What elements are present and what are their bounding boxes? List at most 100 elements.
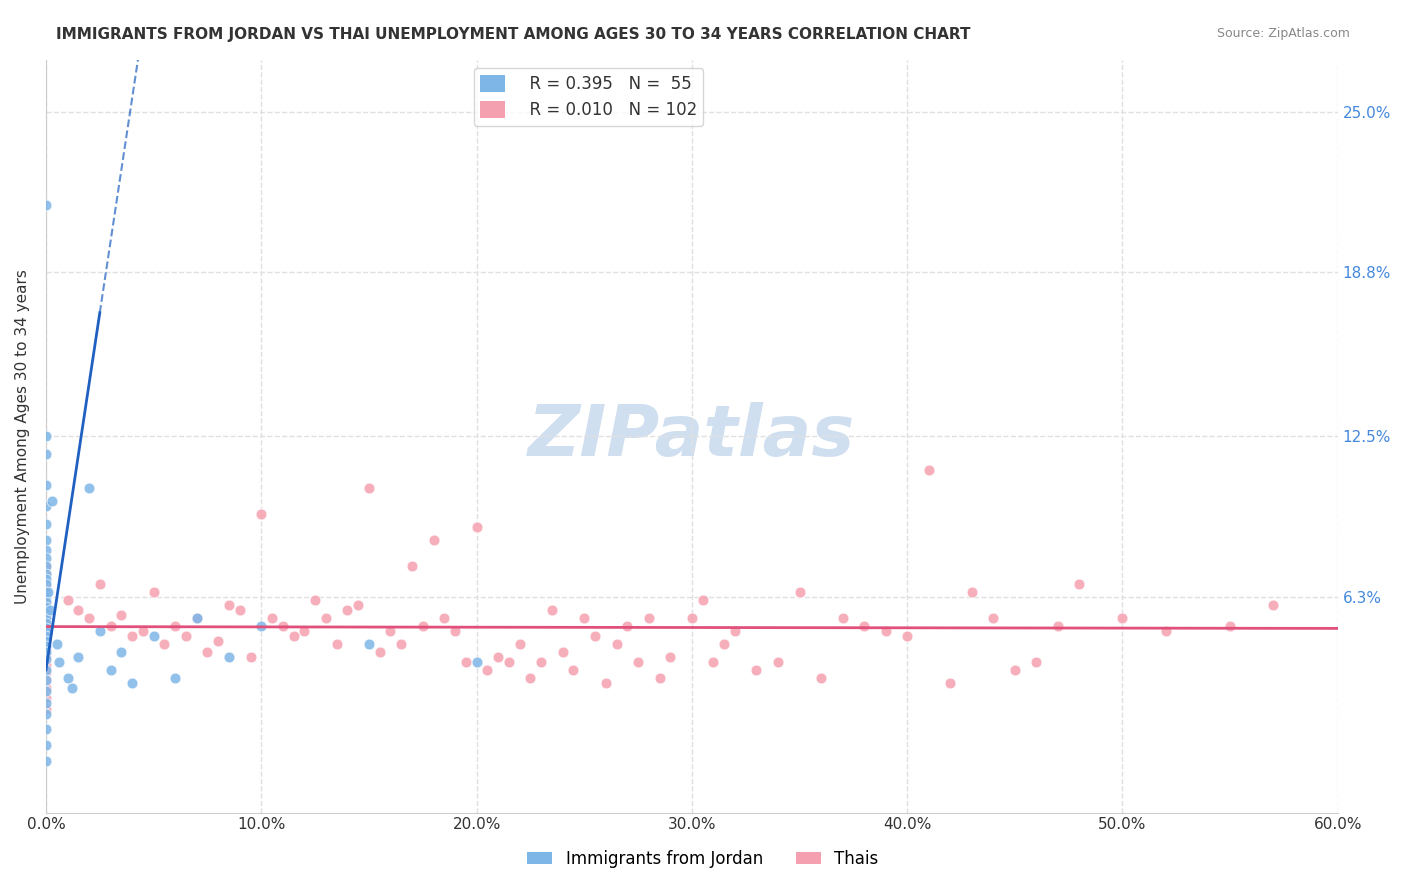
Point (357, 481, 380, 495)
Point (35, 681, 58, 695)
Point (1154, 624, 1177, 638)
Point (37, 585, 59, 599)
Point (35, 634, 58, 648)
Point (153, 637, 176, 651)
Point (1046, 618, 1069, 632)
Point (35, 665, 58, 680)
Point (1069, 577, 1091, 591)
Point (165, 671, 187, 685)
Point (35, 595, 58, 609)
Point (132, 624, 155, 638)
Text: ZIPatlas: ZIPatlas (529, 401, 856, 471)
Point (110, 608, 132, 623)
Point (486, 649, 509, 664)
Point (35, 558, 58, 573)
Point (35, 754, 58, 768)
Point (142, 629, 165, 643)
Point (35, 738, 58, 752)
Point (304, 592, 326, 607)
Point (35, 706, 58, 721)
Point (960, 585, 983, 599)
Point (35, 621, 58, 635)
Point (810, 671, 832, 685)
Point (35, 606, 58, 620)
Point (197, 644, 219, 658)
Point (831, 611, 853, 625)
Point (541, 603, 564, 617)
Point (35, 642, 58, 657)
Point (724, 624, 747, 638)
Point (35, 585, 58, 599)
Point (422, 533, 444, 547)
Point (35, 585, 58, 599)
Point (357, 637, 380, 651)
Point (35, 629, 58, 643)
Point (465, 655, 488, 669)
Point (412, 618, 434, 632)
Point (35, 640, 58, 654)
Point (35, 533, 58, 547)
Point (35, 478, 58, 492)
Point (89, 577, 111, 591)
Point (48, 655, 70, 669)
Point (35, 673, 58, 687)
Point (35, 551, 58, 566)
Point (89, 624, 111, 638)
Point (583, 629, 606, 643)
Point (239, 649, 262, 664)
Point (389, 637, 412, 651)
Point (681, 611, 703, 625)
Point (35, 603, 58, 617)
Point (35, 543, 58, 558)
Point (627, 655, 650, 669)
Point (35, 595, 58, 609)
Point (1219, 618, 1241, 632)
Point (121, 629, 143, 643)
Point (35, 657, 58, 672)
Point (981, 611, 1004, 625)
Point (1004, 663, 1026, 677)
Point (401, 558, 423, 573)
Point (35, 683, 58, 698)
Point (35, 634, 58, 648)
Point (637, 611, 659, 625)
Point (35, 723, 58, 737)
Point (918, 463, 941, 477)
Point (519, 671, 541, 685)
Point (347, 598, 370, 612)
Point (186, 611, 208, 625)
Point (35, 499, 58, 513)
Point (56, 671, 79, 685)
Point (35, 649, 58, 664)
Point (35, 611, 58, 625)
Text: IMMIGRANTS FROM JORDAN VS THAI UNEMPLOYMENT AMONG AGES 30 TO 34 YEARS CORRELATIO: IMMIGRANTS FROM JORDAN VS THAI UNEMPLOYM… (56, 27, 970, 42)
Legend: Immigrants from Jordan, Thais: Immigrants from Jordan, Thais (520, 844, 886, 875)
Text: Source: ZipAtlas.com: Source: ZipAtlas.com (1216, 27, 1350, 40)
Point (45, 637, 67, 651)
Point (745, 663, 768, 677)
Point (605, 637, 627, 651)
Point (562, 663, 585, 677)
Point (35, 691, 58, 706)
Point (368, 644, 391, 658)
Point (35, 697, 58, 711)
Point (1025, 655, 1047, 669)
Point (35, 701, 58, 715)
Point (165, 618, 187, 632)
Point (336, 603, 359, 617)
Point (250, 618, 273, 632)
Point (35, 618, 58, 632)
Point (283, 629, 305, 643)
Point (477, 663, 499, 677)
Point (142, 585, 165, 599)
Point (35, 198, 58, 212)
Point (35, 517, 58, 532)
Point (218, 598, 240, 612)
Point (702, 655, 724, 669)
Point (692, 592, 714, 607)
Point (35, 447, 58, 461)
Point (766, 655, 789, 669)
Point (39, 603, 62, 617)
Point (465, 520, 488, 534)
Point (595, 675, 617, 690)
